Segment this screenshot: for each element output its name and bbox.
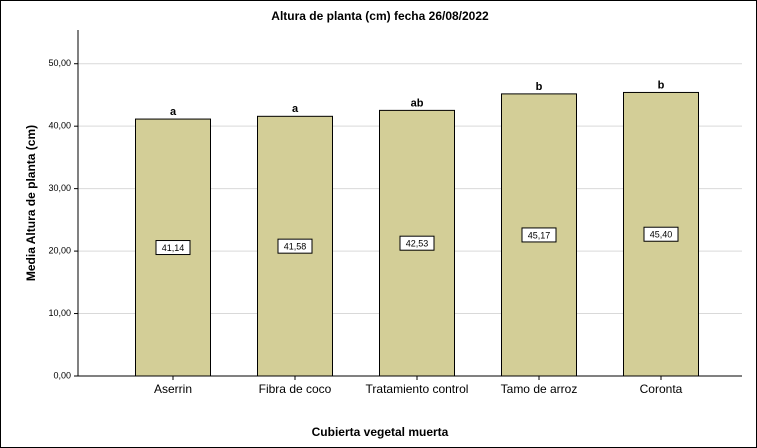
x-tick-label: Tratamiento control [365,382,469,396]
value-label-box [643,226,679,242]
y-tick-label: 10,00 [48,308,71,318]
significance-letter: ab [411,97,424,109]
x-tick-label: Aserrin [153,382,192,396]
significance-letter: b [536,81,543,93]
x-axis-title: Cubierta vegetal muerta [312,425,449,439]
value-label: 45,40 [650,230,673,240]
significance-letter: a [170,106,177,118]
value-label-box [277,238,313,254]
value-label-box [155,240,191,256]
x-tick-label: Fibra de coco [258,382,332,396]
y-tick-label: 30,00 [48,183,71,193]
value-label: 45,17 [528,230,551,240]
x-tick-label: Coronta [639,382,683,396]
value-label: 42,53 [406,239,429,249]
value-label: 41,14 [162,243,185,253]
significance-letter: b [658,79,665,91]
y-tick-label: 0,00 [53,370,71,380]
chart-title: Altura de planta (cm) fecha 26/08/2022 [271,9,489,23]
value-label-box [399,235,435,251]
y-tick-label: 20,00 [48,245,71,255]
value-label-box [521,227,557,243]
y-tick-label: 40,00 [48,121,71,131]
y-axis-title: Media Altura de planta (cm) [24,125,38,281]
significance-letter: a [292,103,299,115]
value-label: 41,58 [284,242,307,252]
y-tick-label: 50,00 [48,58,71,68]
x-tick-label: Tamo de arroz [500,382,578,396]
